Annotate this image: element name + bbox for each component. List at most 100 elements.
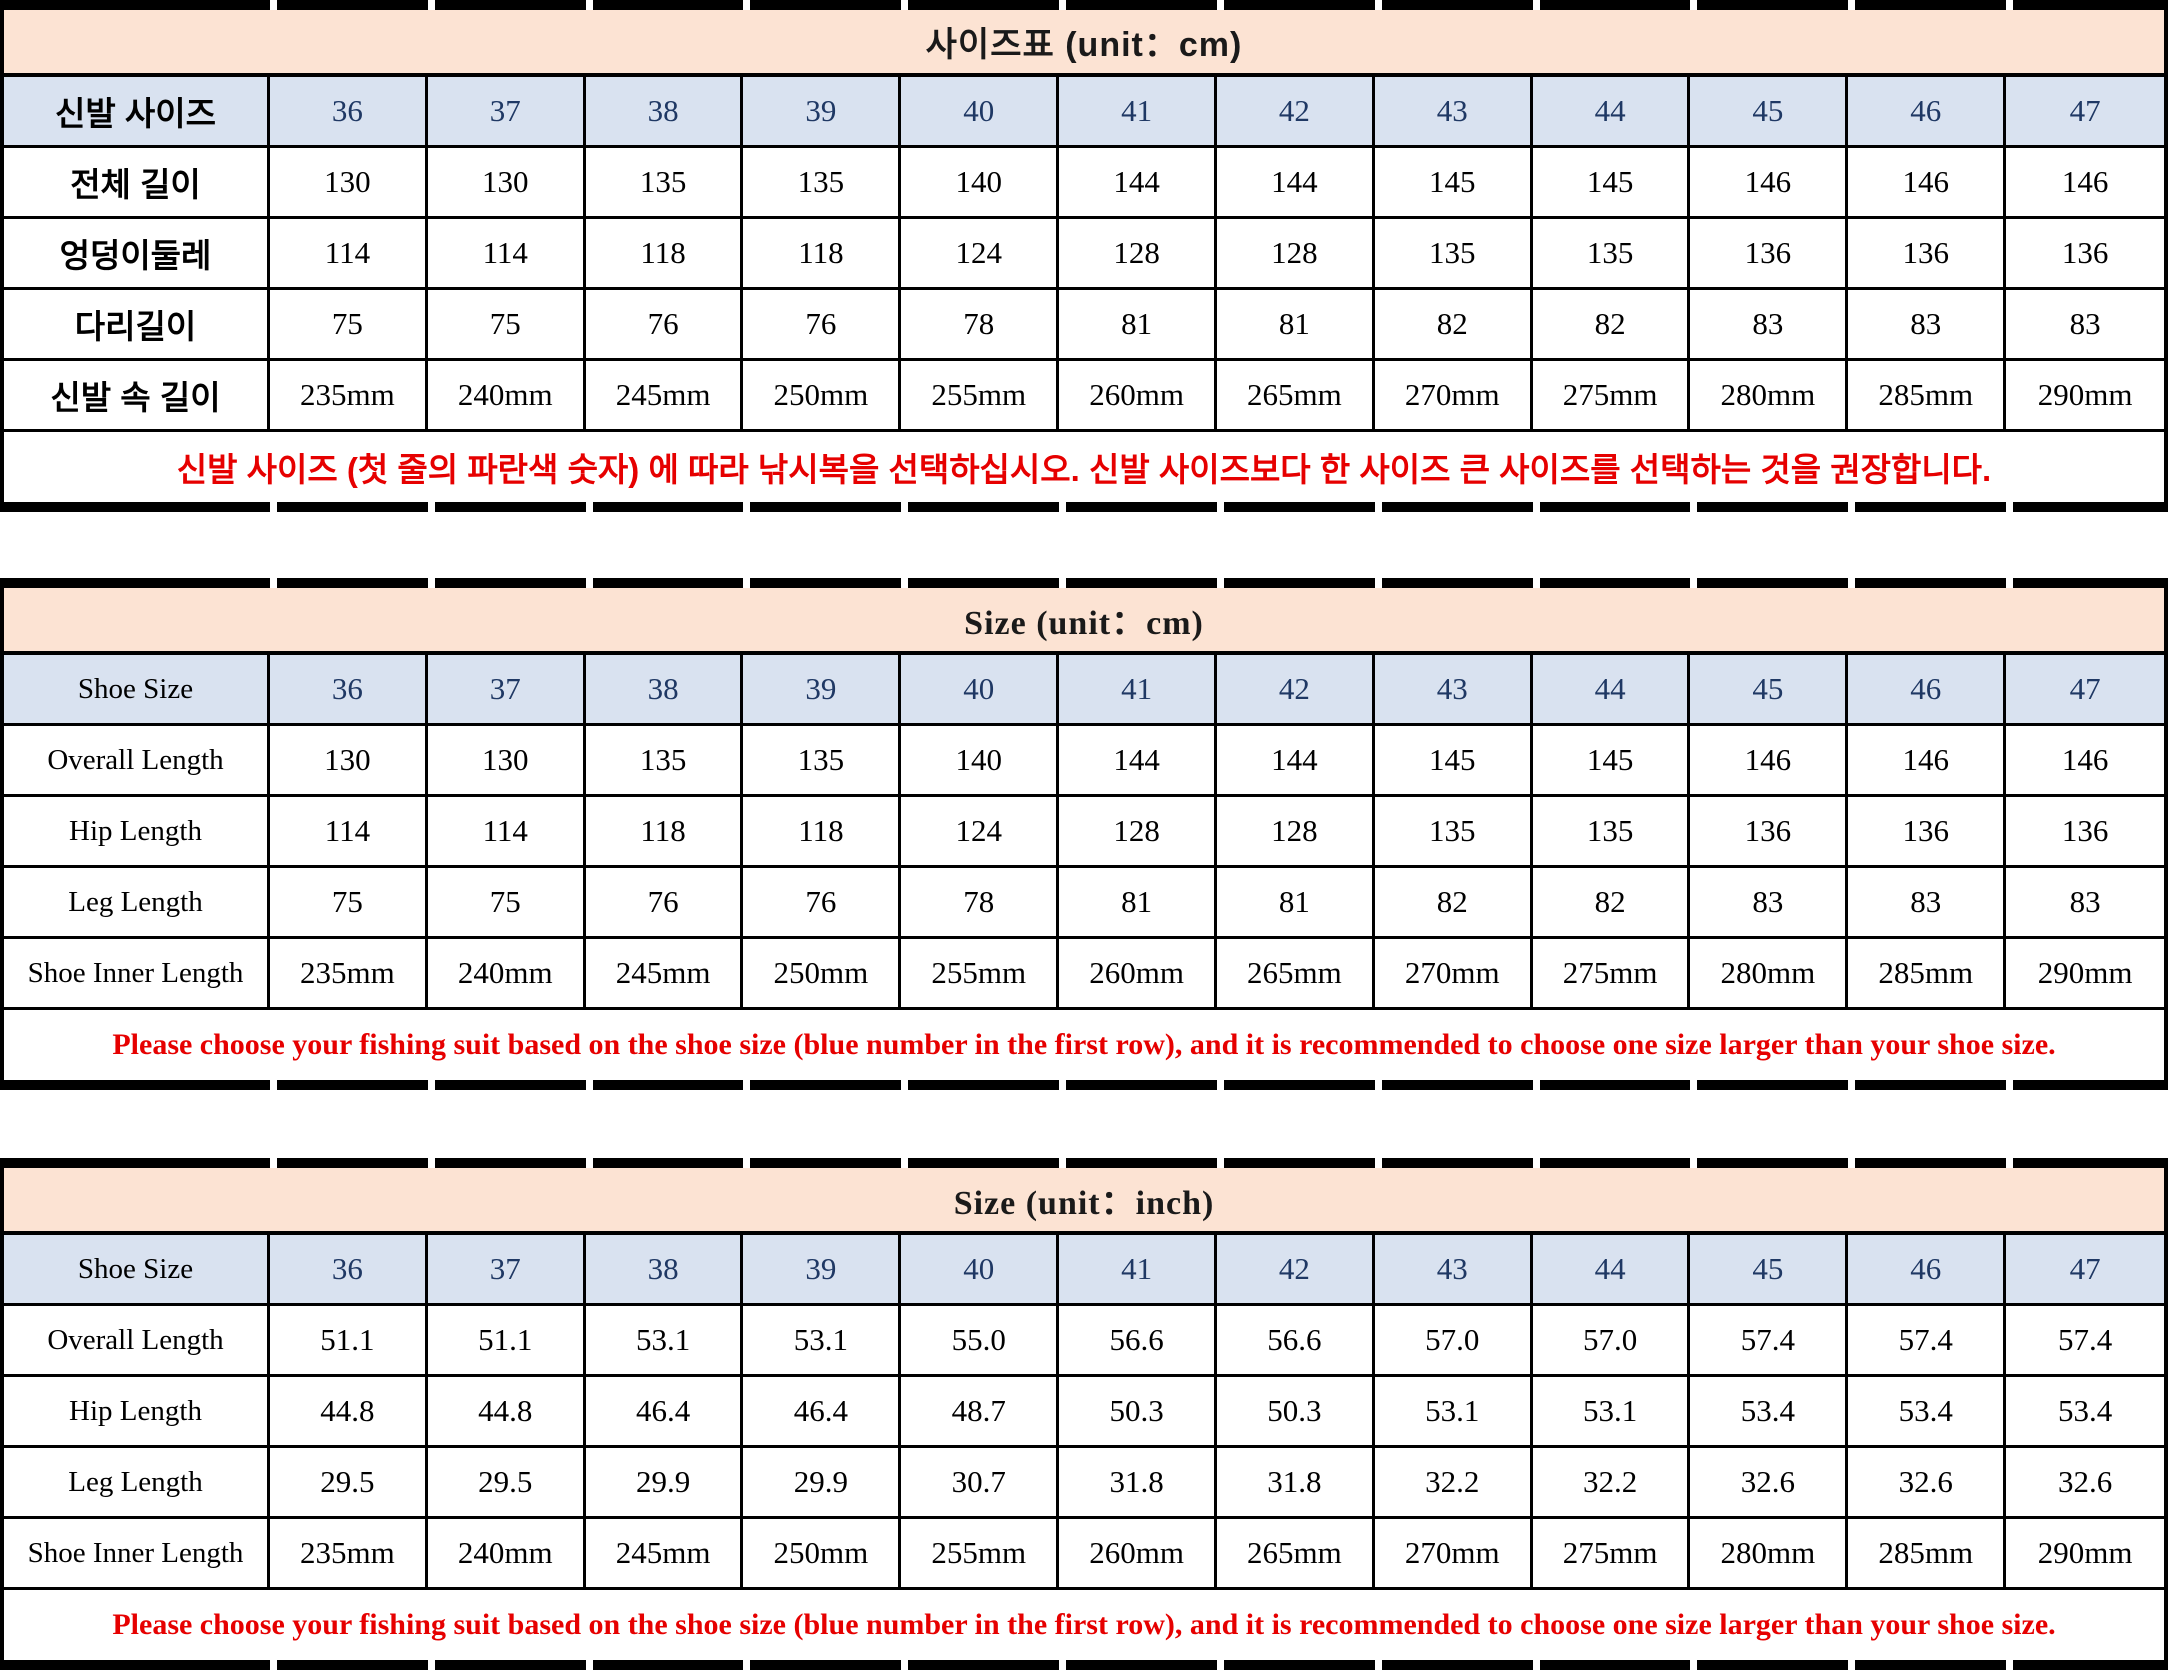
measurement-value: 53.1 xyxy=(743,1306,902,1377)
border-tick-segment xyxy=(743,578,902,588)
measurement-value: 81 xyxy=(1059,868,1217,939)
measurement-value: 32.6 xyxy=(1848,1448,2007,1519)
shoe-size-row: Shoe Size 36 37 38 39 40 41 42 43 44 45 46 47 xyxy=(4,1235,2164,1306)
measurement-value: 250mm xyxy=(743,939,902,1010)
measurement-value: 29.5 xyxy=(427,1448,586,1519)
measurement-value: 29.5 xyxy=(270,1448,428,1519)
border-tick-segment xyxy=(427,502,586,512)
measurement-value: 76 xyxy=(585,868,744,939)
shoe-size-value: 43 xyxy=(1374,655,1533,726)
measurement-value: 56.6 xyxy=(1216,1306,1375,1377)
shoe-size-value: 44 xyxy=(1532,77,1691,148)
measurement-value: 32.2 xyxy=(1374,1448,1533,1519)
table-bottom-border xyxy=(4,502,2164,512)
measurement-value: 280mm xyxy=(1690,939,1849,1010)
measurement-value: 81 xyxy=(1059,290,1217,361)
shoe-size-value: 36 xyxy=(270,1235,428,1306)
measurement-value: 75 xyxy=(427,868,586,939)
table-top-border xyxy=(4,0,2164,10)
shoe-size-value: 47 xyxy=(2006,77,2164,148)
border-tick-segment xyxy=(1848,0,2007,10)
border-tick-segment xyxy=(1532,0,1691,10)
border-tick-segment xyxy=(743,1660,902,1670)
measurement-value: 114 xyxy=(270,797,428,868)
measurement-value: 57.4 xyxy=(1848,1306,2007,1377)
measurement-value: 118 xyxy=(585,797,744,868)
border-tick-segment xyxy=(1532,502,1691,512)
border-tick-segment xyxy=(270,1660,428,1670)
border-tick-segment xyxy=(1059,502,1217,512)
border-tick-segment xyxy=(1374,0,1533,10)
measurement-value: 75 xyxy=(270,290,428,361)
row-label: 다리길이 xyxy=(4,290,270,361)
shoe-size-value: 38 xyxy=(585,655,744,726)
border-tick-segment xyxy=(2006,1158,2164,1168)
row-label: Hip Length xyxy=(4,797,270,868)
measurement-value: 82 xyxy=(1532,290,1691,361)
border-tick-segment xyxy=(427,0,586,10)
border-tick-segment xyxy=(2006,0,2164,10)
measurement-value: 245mm xyxy=(585,361,744,432)
border-tick-segment xyxy=(1059,1660,1217,1670)
size-note: 신발 사이즈 (첫 줄의 파란색 숫자) 에 따라 낚시복을 선택하십시오. 신… xyxy=(176,451,1992,488)
shoe-size-value: 45 xyxy=(1690,1235,1849,1306)
measurement-value: 53.4 xyxy=(1848,1377,2007,1448)
measurement-value: 136 xyxy=(1848,797,2007,868)
shoe-size-value: 46 xyxy=(1848,77,2007,148)
border-tick-segment xyxy=(1848,578,2007,588)
border-tick-segment xyxy=(1690,1158,1849,1168)
row-label: Hip Length xyxy=(4,1377,270,1448)
size-note: Please choose your fishing suit based on… xyxy=(112,1028,2056,1061)
shoe-size-value: 46 xyxy=(1848,655,2007,726)
row-label: Shoe Inner Length xyxy=(4,1519,270,1590)
row-label: 엉덩이둘레 xyxy=(4,219,270,290)
measurement-row: Overall Length 51.1 51.1 53.1 53.1 55.0 56.6 56… xyxy=(4,1306,2164,1377)
measurement-value: 135 xyxy=(743,726,902,797)
row-label: 전체 길이 xyxy=(4,148,270,219)
measurement-value: 275mm xyxy=(1532,939,1691,1010)
border-tick-segment xyxy=(1532,578,1691,588)
border-tick-segment xyxy=(1848,1660,2007,1670)
measurement-value: 57.4 xyxy=(2006,1306,2164,1377)
border-tick-segment xyxy=(901,502,1060,512)
table-title: 사이즈표 (unit：cm) xyxy=(4,10,2164,77)
measurement-value: 270mm xyxy=(1374,361,1533,432)
row-label: Leg Length xyxy=(4,1448,270,1519)
shoe-size-value: 42 xyxy=(1216,655,1375,726)
measurement-value: 51.1 xyxy=(270,1306,428,1377)
border-tick-segment xyxy=(1690,0,1849,10)
border-tick-segment xyxy=(1216,1660,1375,1670)
shoe-size-value: 40 xyxy=(901,77,1060,148)
border-tick-segment xyxy=(427,1660,586,1670)
table-bottom-border xyxy=(4,1080,2164,1090)
measurement-value: 57.0 xyxy=(1374,1306,1533,1377)
measurement-value: 50.3 xyxy=(1216,1377,1375,1448)
shoe-size-value: 45 xyxy=(1690,655,1849,726)
measurement-value: 255mm xyxy=(901,361,1060,432)
measurement-value: 53.4 xyxy=(1690,1377,1849,1448)
measurement-value: 135 xyxy=(1374,797,1533,868)
measurement-value: 128 xyxy=(1059,219,1217,290)
measurement-value: 136 xyxy=(2006,797,2164,868)
measurement-value: 82 xyxy=(1532,868,1691,939)
border-tick-segment xyxy=(2006,1080,2164,1090)
measurement-value: 145 xyxy=(1374,148,1533,219)
border-tick-segment xyxy=(427,1158,586,1168)
measurement-value: 260mm xyxy=(1059,361,1217,432)
shoe-size-value: 42 xyxy=(1216,77,1375,148)
measurement-value: 245mm xyxy=(585,939,744,1010)
border-tick-segment xyxy=(4,1080,270,1090)
shoe-size-value: 46 xyxy=(1848,1235,2007,1306)
measurement-value: 250mm xyxy=(743,361,902,432)
measurement-value: 140 xyxy=(901,148,1060,219)
measurement-value: 81 xyxy=(1216,868,1375,939)
measurement-value: 265mm xyxy=(1216,939,1375,1010)
measurement-value: 285mm xyxy=(1848,1519,2007,1590)
measurement-value: 235mm xyxy=(270,939,428,1010)
measurement-value: 82 xyxy=(1374,868,1533,939)
measurement-value: 82 xyxy=(1374,290,1533,361)
measurement-value: 136 xyxy=(2006,219,2164,290)
measurement-value: 145 xyxy=(1532,148,1691,219)
measurement-value: 83 xyxy=(1848,290,2007,361)
border-tick-segment xyxy=(1059,1080,1217,1090)
